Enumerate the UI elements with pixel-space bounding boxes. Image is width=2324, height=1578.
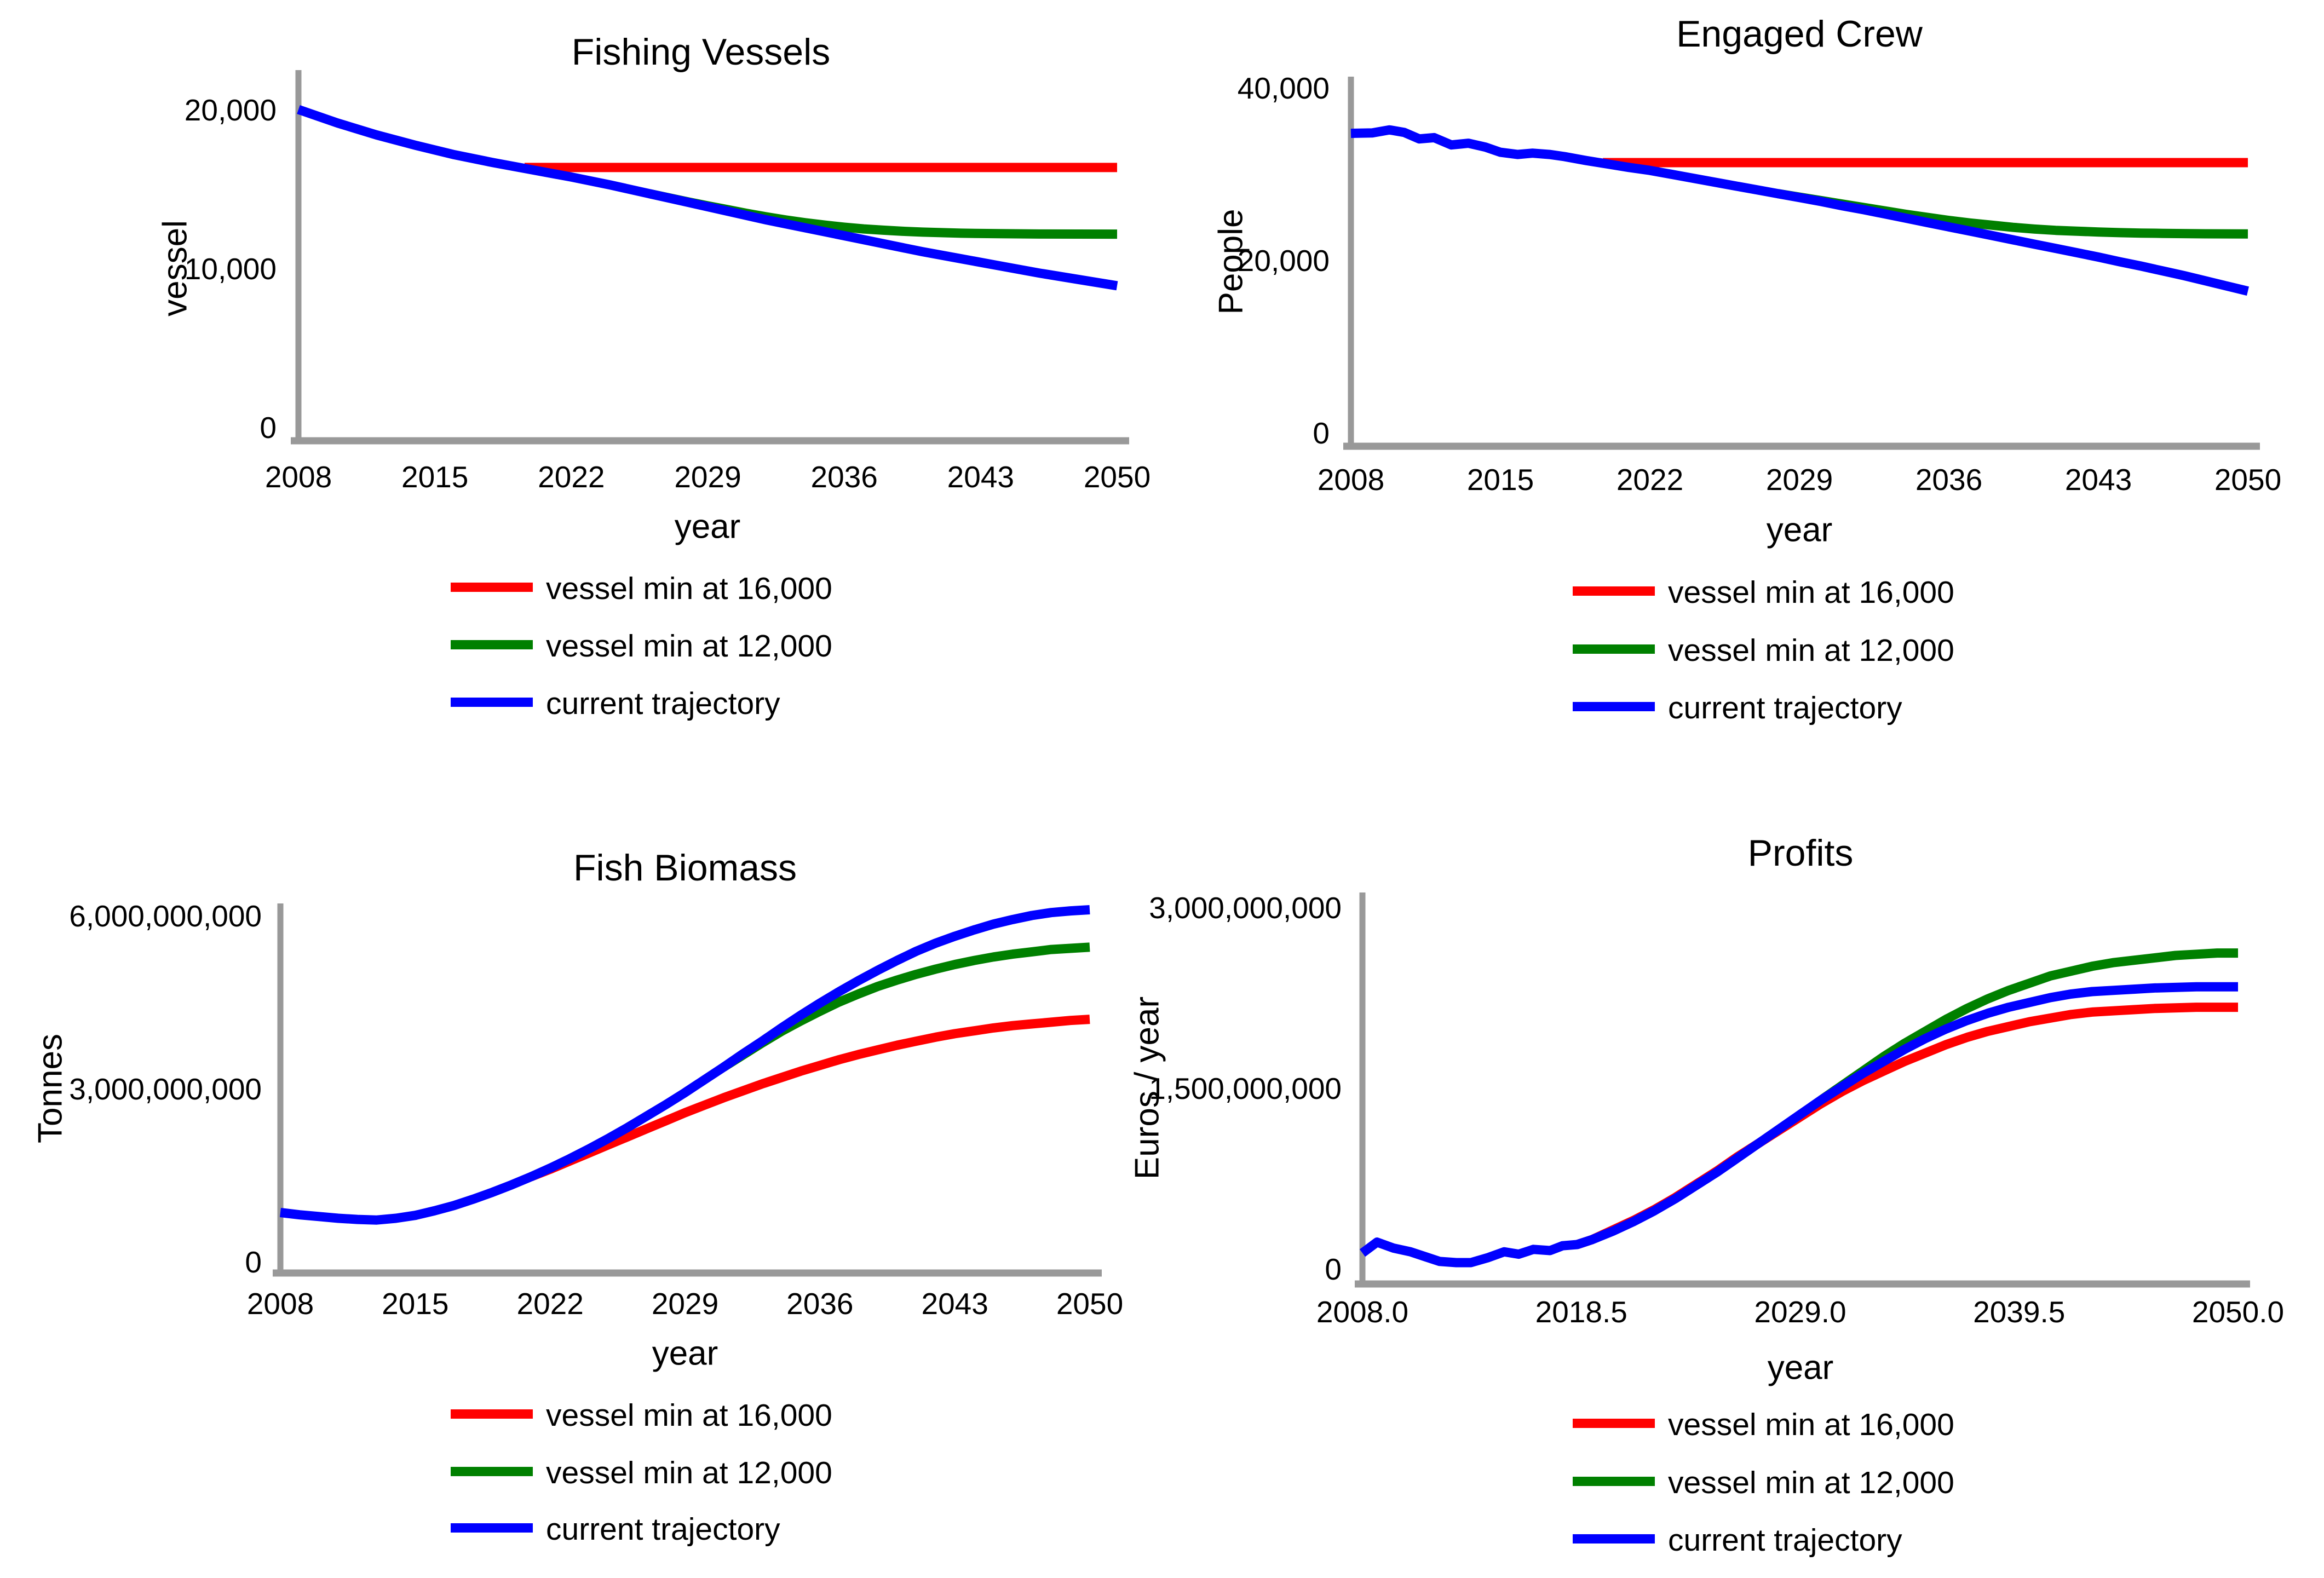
legend-line-swatch	[1573, 1476, 1655, 1486]
x-tick-label: 2029	[651, 1287, 719, 1321]
legend-label: current trajectory	[546, 686, 780, 721]
legend-label: vessel min at 16,000	[546, 571, 832, 606]
legend-item: vessel min at 16,000	[1573, 1406, 1954, 1444]
legend-line-swatch	[451, 1523, 533, 1533]
y-tick-label: 1,500,000,000	[1149, 1072, 1342, 1105]
legend-label: current trajectory	[1668, 1523, 1902, 1558]
x-tick-label: 2050	[2214, 463, 2282, 497]
legend-line-swatch	[451, 582, 533, 592]
series-current-trajectory	[279, 905, 1090, 1225]
legend-item: current trajectory	[451, 1510, 780, 1548]
x-tick-label: 2050	[1056, 1287, 1124, 1321]
x-axis-label-year-1: year	[674, 508, 741, 546]
x-tick-label: 2015	[382, 1287, 449, 1321]
legend-label: vessel min at 12,000	[1668, 1465, 1954, 1500]
fishing-vessels-plot	[291, 70, 1129, 445]
series-vessel-min-at-12-000	[1777, 189, 2248, 239]
legend-line-swatch	[451, 697, 533, 707]
x-tick-label: 2018.5	[1535, 1295, 1627, 1329]
chart-title-fish-biomass: Fish Biomass	[573, 847, 797, 889]
profits-plot	[1355, 892, 2250, 1288]
y-tick-label: 20,000	[184, 93, 277, 127]
x-tick-label: 2022	[516, 1287, 584, 1321]
y-tick-label: 20,000	[1237, 244, 1330, 278]
x-tick-label: 2008	[246, 1287, 314, 1321]
legend-label: vessel min at 16,000	[1668, 575, 1954, 610]
x-tick-label: 2043	[2064, 463, 2132, 497]
y-tick-label: 0	[260, 411, 277, 445]
y-tick-label: 0	[1325, 1252, 1342, 1286]
x-tick-label: 2022	[538, 460, 605, 494]
x-tick-label: 2036	[1915, 463, 1983, 497]
legend-item: vessel min at 16,000	[451, 1396, 832, 1435]
legend-item: current trajectory	[451, 684, 780, 723]
legend-item: vessel min at 12,000	[1573, 631, 1954, 670]
legend-line-swatch	[1573, 1534, 1655, 1544]
x-tick-label: 2036	[786, 1287, 854, 1321]
x-tick-label: 2043	[947, 460, 1015, 494]
legend-line-swatch	[1573, 701, 1655, 711]
legend-label: current trajectory	[546, 1512, 780, 1547]
legend-label: vessel min at 16,000	[546, 1398, 832, 1433]
series-vessel-min-at-12-000	[1818, 948, 2238, 1104]
x-tick-label: 2022	[1616, 463, 1684, 497]
x-tick-label: 2043	[921, 1287, 988, 1321]
legend-label: vessel min at 12,000	[546, 1455, 832, 1490]
legend-item: current trajectory	[1573, 1521, 1902, 1559]
legend-item: vessel min at 16,000	[451, 569, 832, 608]
legend-label: vessel min at 12,000	[1668, 633, 1954, 668]
series-vessel-min-at-16-000	[529, 1015, 1090, 1182]
series-current-trajectory	[1359, 982, 2238, 1268]
y-tick-label: 0	[245, 1245, 262, 1279]
x-tick-label: 2008	[1317, 463, 1385, 497]
legend-label: vessel min at 12,000	[546, 629, 832, 664]
y-tick-label: 3,000,000,000	[69, 1072, 262, 1106]
legend-line-swatch	[451, 1466, 533, 1476]
legend-line-swatch	[1573, 1418, 1655, 1428]
legend-item: vessel min at 12,000	[451, 1454, 832, 1492]
chart-title-engaged-crew: Engaged Crew	[1676, 13, 1923, 55]
series-vessel-min-at-12-000	[721, 942, 1090, 1072]
x-axis-label-year-4: year	[1767, 1349, 1834, 1387]
y-tick-label: 3,000,000,000	[1149, 891, 1342, 925]
x-tick-label: 2039.5	[1973, 1295, 2066, 1329]
series-current-trajectory	[1350, 125, 2249, 296]
legend-line-swatch	[451, 640, 533, 649]
series-current-trajectory	[297, 105, 1118, 291]
fish-biomass-plot	[273, 903, 1102, 1277]
legend-item: vessel min at 12,000	[451, 627, 832, 665]
y-tick-label: 0	[1313, 416, 1330, 450]
x-tick-label: 2015	[1466, 463, 1534, 497]
x-axis-label-year-3: year	[652, 1334, 718, 1373]
legend-item: vessel min at 16,000	[1573, 573, 1954, 612]
legend-label: vessel min at 16,000	[1668, 1407, 1954, 1442]
legend-line-swatch	[451, 1409, 533, 1419]
engaged-crew-plot	[1343, 77, 2260, 450]
x-tick-label: 2008.0	[1316, 1295, 1409, 1329]
legend-line-swatch	[1573, 644, 1655, 654]
legend-line-swatch	[1573, 586, 1655, 596]
y-tick-label: 10,000	[184, 252, 277, 286]
chart-title-profits: Profits	[1747, 832, 1854, 874]
x-tick-label: 2029	[674, 460, 741, 494]
legend-label: current trajectory	[1668, 690, 1902, 725]
x-tick-label: 2050	[1083, 460, 1151, 494]
x-tick-label: 2036	[810, 460, 878, 494]
y-tick-label: 6,000,000,000	[69, 899, 262, 933]
x-tick-label: 2015	[401, 460, 469, 494]
x-tick-label: 2050.0	[2191, 1295, 2285, 1329]
legend-item: vessel min at 12,000	[1573, 1464, 1954, 1502]
x-tick-label: 2029.0	[1754, 1295, 1846, 1329]
x-axis-label-year-2: year	[1766, 511, 1833, 549]
x-tick-label: 2008	[264, 460, 332, 494]
x-tick-label: 2029	[1765, 463, 1833, 497]
legend-item: current trajectory	[1573, 689, 1902, 727]
chart-title-fishing-vessels: Fishing Vessels	[571, 31, 831, 73]
y-tick-label: 40,000	[1237, 71, 1330, 105]
